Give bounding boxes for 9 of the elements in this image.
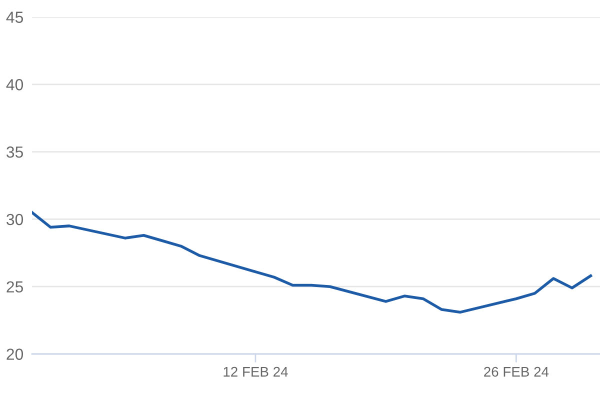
y-tick-label: 40 — [6, 79, 24, 90]
y-tick-label: 35 — [6, 146, 23, 158]
line-series — [32, 211, 592, 314]
x-tick-label: 12 FEB 24 — [224, 366, 288, 377]
x-tick-label: 26 FEB 24 — [484, 366, 549, 377]
y-tick-label: 45 — [6, 12, 23, 23]
y-tick-label: 30 — [6, 214, 24, 226]
y-tick-label: 25 — [6, 281, 23, 293]
y-tick-label: 20 — [6, 348, 24, 360]
